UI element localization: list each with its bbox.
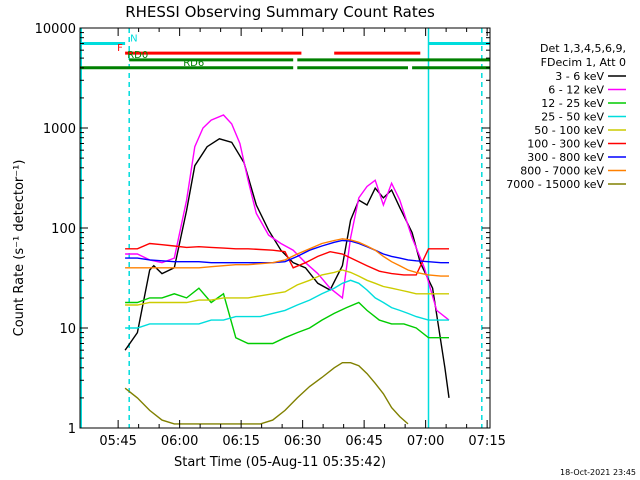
y-tick-label-4: 1000 (43, 122, 76, 137)
x-tick-label-6: 07:00 (407, 434, 444, 449)
y-tick-label-1: 1 (68, 422, 76, 437)
flag-label-f: F (117, 43, 123, 54)
x-tick-label-1: 05:45 (99, 434, 136, 449)
y-tick-label-2: 10 (59, 322, 76, 337)
flag-label-n: N (130, 33, 137, 44)
legend: Det 1,3,4,5,6,9, FDecim 1, Att 0 3 - 6 k… (506, 42, 626, 191)
series-line-5 (125, 269, 449, 306)
flag-label-rd0: RD0 (127, 50, 148, 61)
series-line-4 (125, 279, 449, 329)
legend-header-line-1: Det 1,3,4,5,6,9, (540, 42, 626, 55)
legend-entry-label-3: 12 - 25 keV (541, 97, 604, 110)
legend-entry-label-5: 50 - 100 keV (534, 124, 604, 137)
legend-entry-label-4: 25 - 50 keV (541, 111, 604, 124)
chart-title: RHESSI Observing Summary Count Rates (125, 3, 435, 21)
series-line-3 (125, 287, 449, 345)
series-line-8 (125, 238, 449, 277)
flag-label-rd6: RD6 (183, 58, 204, 69)
y-tick-label-3: 100 (51, 222, 76, 237)
legend-entry-label-2: 6 - 12 keV (548, 84, 604, 97)
legend-entry-label-9: 7000 - 15000 keV (506, 178, 604, 191)
x-tick-label-4: 06:30 (284, 434, 321, 449)
series-line-7 (125, 239, 449, 264)
legend-header-line-2: FDecim 1, Att 0 (541, 56, 626, 69)
x-axis-label: Start Time (05-Aug-11 05:35:42) (174, 455, 386, 470)
axes: 1 10 100 1000 10000 05:45 06:00 06:15 06:30 06:45… (35, 22, 506, 449)
y-tick-label-5: 10000 (35, 22, 76, 37)
legend-entry-label-1: 3 - 6 keV (555, 70, 604, 83)
x-tick-label-3: 06:15 (222, 434, 259, 449)
legend-entry-label-7: 300 - 800 keV (527, 151, 604, 164)
plot-area: NF RD0 RD6 (80, 28, 490, 428)
series-line-2 (125, 114, 450, 321)
legend-entry-label-8: 800 - 7000 keV (520, 165, 604, 178)
x-tick-label-7: 07:15 (468, 434, 505, 449)
y-axis-label: Count Rate (s⁻¹ detector⁻¹) (12, 160, 27, 337)
footer-timestamp: 18-Oct-2021 23:45 (560, 468, 636, 477)
x-tick-label-2: 06:00 (161, 434, 198, 449)
series-line-9 (124, 362, 409, 425)
x-tick-label-5: 06:45 (345, 434, 382, 449)
legend-entry-label-6: 100 - 300 keV (527, 138, 604, 151)
